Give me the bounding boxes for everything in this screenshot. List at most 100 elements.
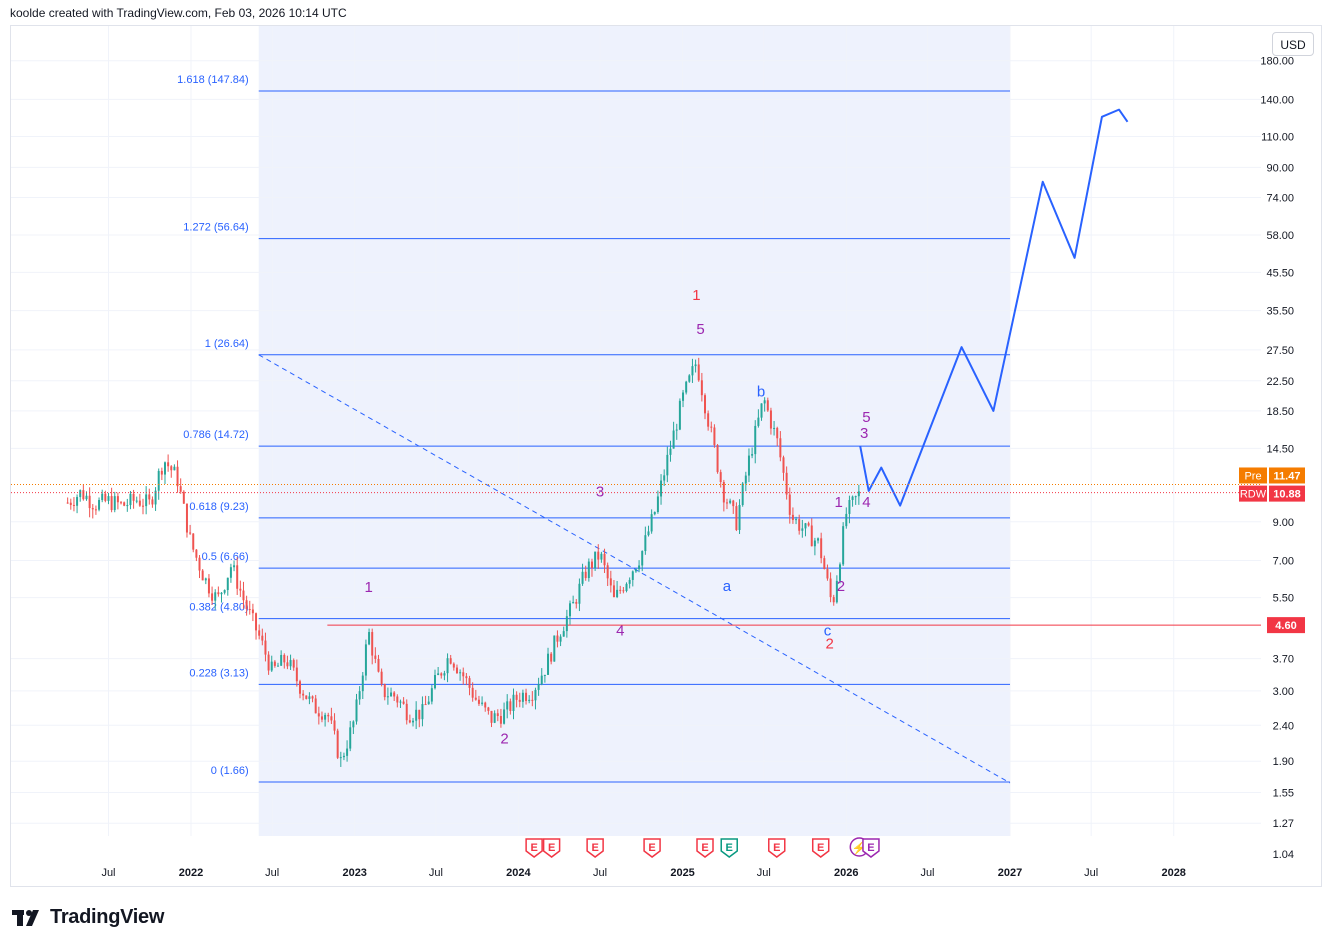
candle-body [116,496,119,503]
candle-body [88,495,91,509]
candle-body [779,438,782,458]
earnings-icon[interactable]: E [643,838,661,858]
candle-body [433,675,436,689]
candle-body [327,714,330,717]
currency-button[interactable]: USD [1272,32,1314,56]
candle-body [101,493,104,501]
y-tick-label: 110.00 [1261,132,1294,144]
candle-body [496,713,499,717]
candle-body [76,497,79,506]
candle-body [606,565,609,579]
wave-label: 4 [862,494,870,511]
projection-path [859,108,1129,507]
earnings-icon-shape [862,838,880,858]
candle-body [682,392,685,401]
candle-body [653,512,656,515]
earnings-icon[interactable]: E [862,838,880,858]
earnings-icon[interactable]: E [525,838,543,858]
candle-body [575,602,578,604]
candle-body [537,684,540,690]
wave-label: c [824,622,832,639]
x-tick-label: 2023 [342,867,366,879]
candle-body [616,589,619,598]
fib-level-label: 1 (26.64) [205,338,249,350]
candle-body [270,661,273,671]
candle-body [179,486,182,492]
candle-body [584,571,587,579]
candle-body [459,672,462,674]
candle-body [94,509,97,511]
candle-body [685,381,688,393]
candle-body [569,603,572,617]
candle-body [267,654,270,671]
candle-body [678,400,681,430]
earnings-icon-shape [811,838,830,858]
candle-body [160,470,163,475]
candle-body [132,493,135,501]
candle-body [725,502,728,504]
candle-body [506,701,509,710]
candle-body [550,653,553,662]
wave-label: 3 [860,425,868,442]
price-chart[interactable]: 1.618 (147.84) 1.272 (56.64) 1 (26.64) 0.78… [11,26,1321,886]
candle-body [283,654,286,663]
earnings-icon[interactable]: E [696,838,714,858]
candle-body [170,466,173,471]
candle-body [364,644,367,676]
candle-body [735,506,738,530]
candle-body [280,654,283,666]
earnings-icon-shape [720,838,738,858]
candle-body [242,590,245,601]
candle-body [79,490,82,498]
candle-body [330,716,333,721]
candle-body [277,665,280,667]
earnings-icon-shape [643,838,661,858]
fib-level-label: 0.5 (6.66) [202,551,249,563]
candle-body [512,694,515,711]
y-tick-label: 9.00 [1273,517,1294,529]
candle-body [201,570,204,581]
tradingview-logo[interactable]: TradingView [12,906,164,929]
candle-body [788,494,791,515]
candle-body [374,655,377,659]
candle-body [612,585,615,598]
earnings-icon[interactable]: E [542,838,561,858]
earnings-icon[interactable]: E [720,838,738,858]
candle-body [716,445,719,473]
candle-body [791,514,794,520]
earnings-icon-shape [525,838,543,858]
earnings-icon[interactable]: E [768,838,786,858]
wave-label: 1 [692,287,700,304]
price-badge-tag [1239,485,1267,502]
candle-body [804,523,807,529]
earnings-icon[interactable]: E [811,838,830,858]
candle-body [443,673,446,676]
candle-body [342,755,345,758]
candle-body [405,703,408,721]
fib-level-label: 0.228 (3.13) [189,667,248,679]
candle-body [308,696,311,699]
earnings-icon-shape [696,838,714,858]
candle-body [603,553,606,566]
candle-body [189,532,192,534]
earnings-icon-glyph: E [648,842,655,854]
y-tick-label: 3.70 [1273,654,1294,666]
earnings-icon[interactable]: E [586,838,604,858]
candle-body [440,673,443,676]
candle-body [738,504,741,530]
tradingview-mark-icon [12,909,39,926]
candle-body [402,701,405,704]
candle-body [528,699,531,702]
candle-body [572,602,575,604]
candle-body [553,635,556,662]
candle-body [396,696,399,703]
candle-body [339,757,342,759]
earnings-icon-glyph: E [817,842,824,854]
fib-level-label: 1.272 (56.64) [183,222,248,234]
candle-body [217,592,220,595]
candle-body [123,502,126,506]
candle-body [317,713,320,717]
candle-body [525,692,528,702]
earnings-icon-shape [768,838,786,858]
